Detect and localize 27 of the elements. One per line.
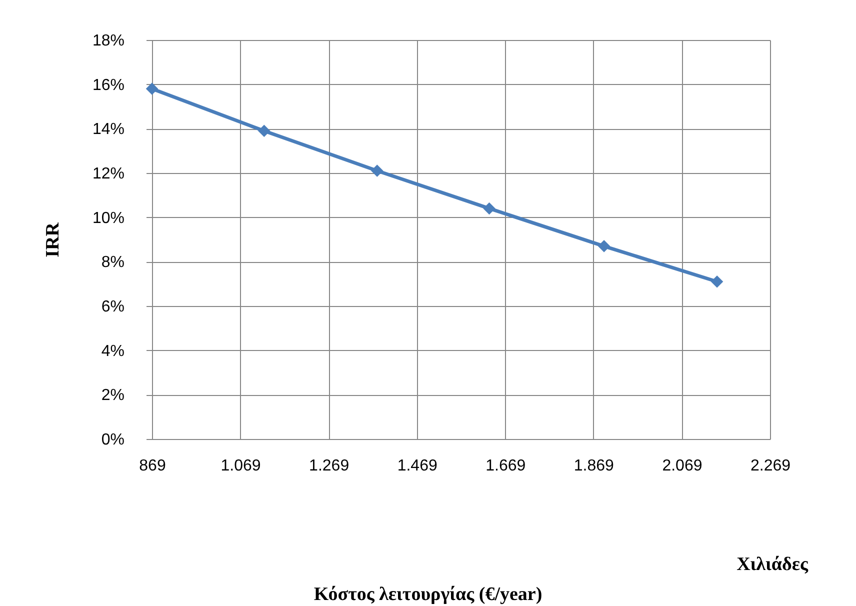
y-axis-title: IRR [42,222,64,258]
y-tick-label: 4% [101,342,124,360]
point [371,164,384,177]
point [598,240,610,252]
text: Κόστος λειτουργίας (€/year) [312,584,544,606]
y-tick-label: 12% [92,166,124,182]
x-tick-label: 1.669 [486,458,526,474]
y-tick-label: 2% [101,387,124,404]
x-tick-label: 1.069 [220,458,261,474]
y-tick-label: 0% [101,432,124,448]
point [710,275,724,288]
point [483,202,496,215]
x-tick-label: 869 [139,458,166,474]
point [258,124,270,138]
x-tick-label: 1.469 [397,458,438,474]
y-tick-label: 18% [92,32,124,50]
point [146,82,158,95]
y-tick-label: 10% [92,210,124,227]
y-tick-label: 14% [92,121,124,138]
y-tick-label: 16% [92,76,124,94]
text: Χιλιάδες [736,554,808,576]
x-tick-label: 1.269 [309,458,350,474]
y-tick-label: 8% [101,254,124,272]
x-tick-label: 2.269 [750,458,791,474]
x-tick-label: 1.869 [574,458,614,474]
y-tick-label: 6% [101,298,124,316]
x-tick-label: 2.069 [662,458,702,474]
